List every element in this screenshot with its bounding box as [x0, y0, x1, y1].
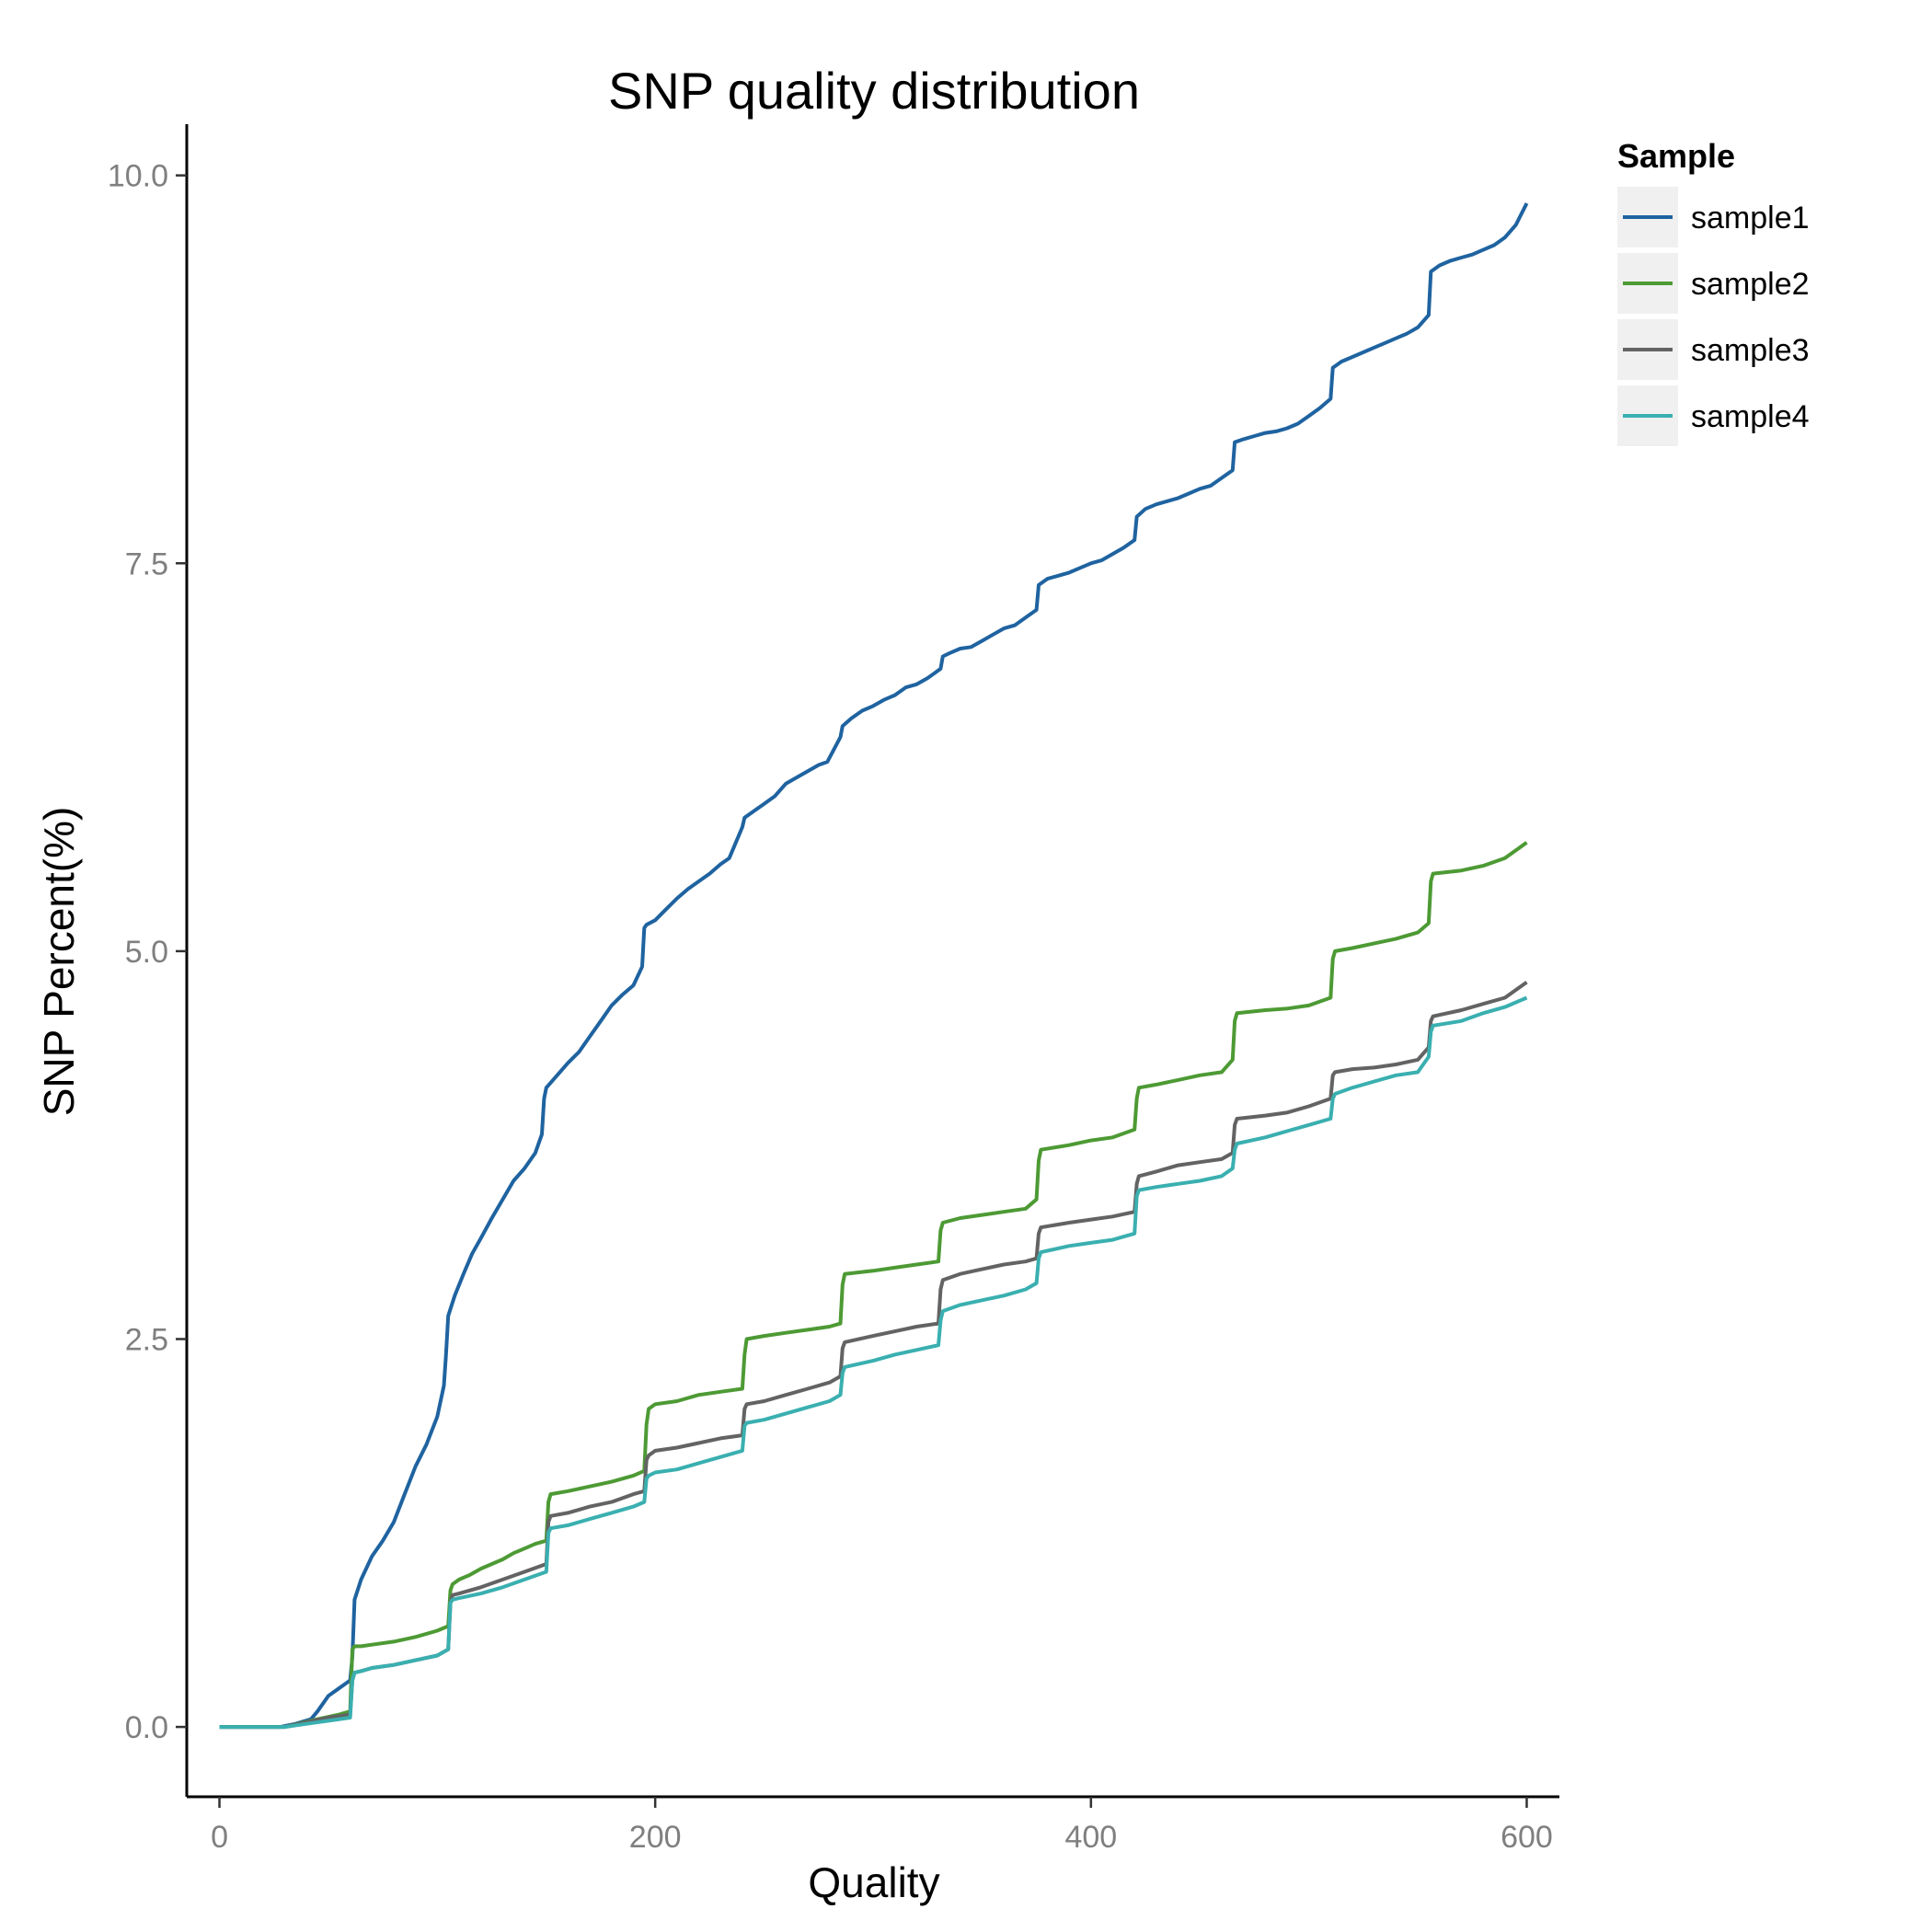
y-tick-label: 0.0 [125, 1710, 168, 1745]
legend-label-sample4: sample4 [1691, 399, 1810, 434]
x-tick-label: 0 [211, 1820, 228, 1855]
y-tick-label: 10.0 [108, 159, 168, 194]
y-tick-label: 5.0 [125, 935, 168, 970]
series-line-sample2 [219, 841, 1528, 1730]
legend-label-sample3: sample3 [1691, 333, 1810, 368]
x-tick-label: 400 [1064, 1820, 1117, 1855]
y-axis-title: SNP Percent(%) [35, 807, 83, 1117]
y-axis: 0.0 2.5 5.0 7.5 10.0 [108, 124, 189, 1797]
series-line-sample3 [219, 980, 1528, 1730]
plot-area [219, 202, 1529, 1730]
chart-title: SNP quality distribution [608, 62, 1140, 120]
legend-label-sample1: sample1 [1691, 201, 1810, 236]
series-line-sample4 [219, 995, 1528, 1730]
x-axis-title: Quality [808, 1858, 939, 1906]
y-tick-label: 7.5 [125, 546, 168, 581]
x-axis: 0 200 400 600 [187, 1795, 1559, 1855]
series-line-sample1 [219, 202, 1529, 1730]
legend: Sample sample1 sample2 sample3 sample4 [1617, 137, 1810, 446]
legend-label-sample2: sample2 [1691, 267, 1810, 302]
x-tick-label: 200 [629, 1820, 682, 1855]
legend-title: Sample [1617, 137, 1735, 175]
x-tick-label: 600 [1501, 1820, 1553, 1855]
y-tick-label: 2.5 [125, 1322, 168, 1357]
